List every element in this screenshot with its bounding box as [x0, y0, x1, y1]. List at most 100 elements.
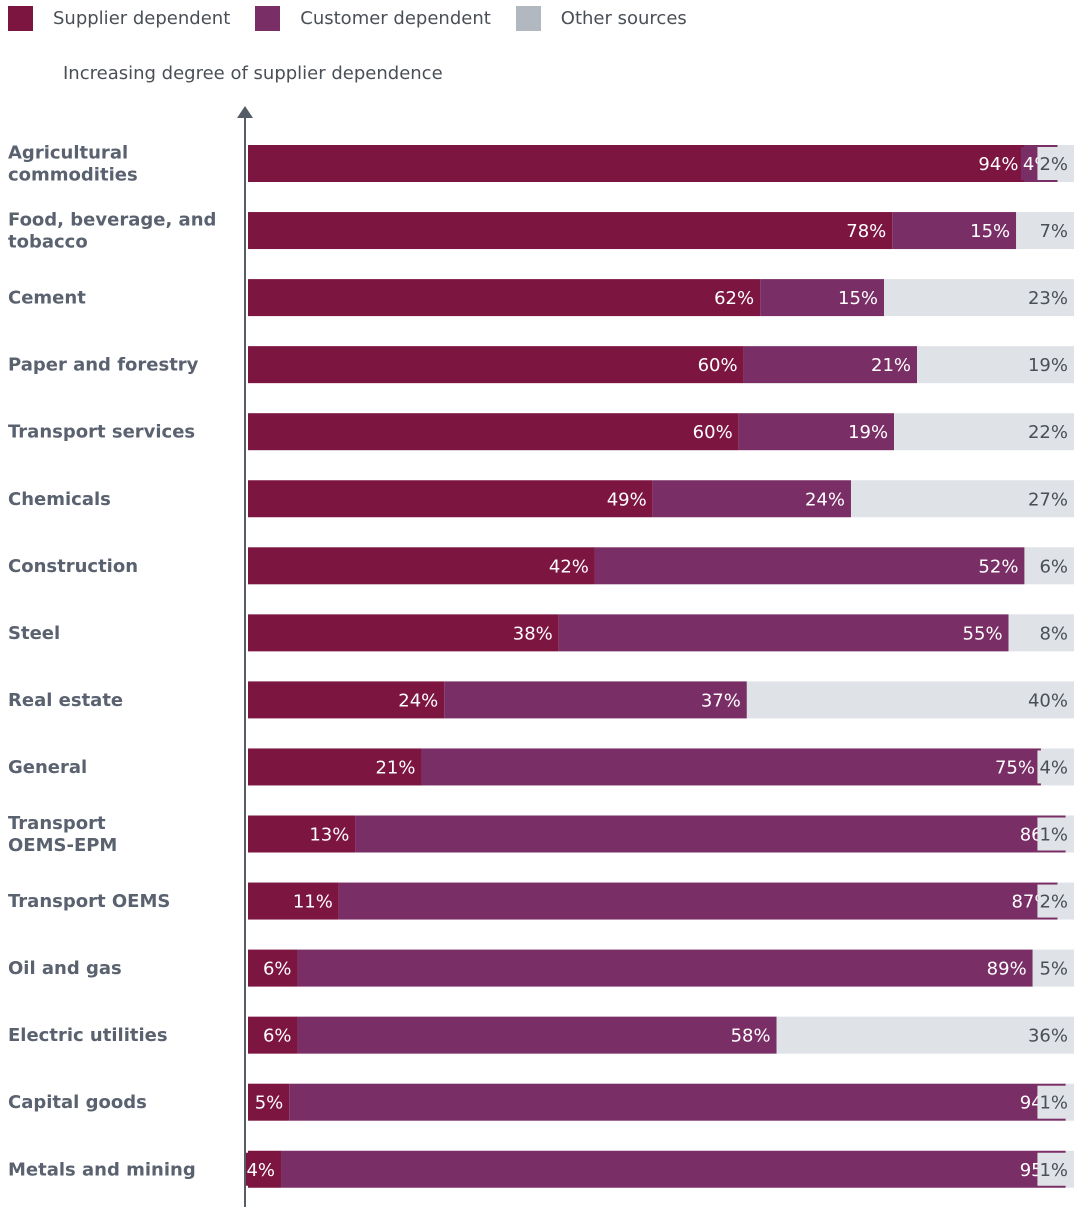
- bar-segment-customer: [289, 1083, 1066, 1121]
- bar-segment-customer: [594, 547, 1025, 585]
- legend-label-customer: Customer dependent: [300, 8, 491, 29]
- value-label-customer: 24%: [805, 489, 845, 510]
- value-chip-supplier: [244, 1152, 278, 1186]
- value-chip-other: [1037, 884, 1070, 918]
- legend-swatch-other: [515, 6, 541, 31]
- value-label-customer: 52%: [978, 556, 1018, 577]
- value-label-customer: 21%: [871, 355, 911, 376]
- value-label-supplier: 24%: [398, 690, 438, 711]
- bar-row-electric-utilities: Electric utilities 6% 58% 36%: [8, 1016, 1074, 1054]
- category-label: Transport OEMS: [8, 891, 170, 912]
- category-label: Food, beverage, and tobacco: [8, 210, 216, 253]
- value-label-supplier: 62%: [714, 288, 754, 309]
- bar-row-real-estate: Real estate 24% 37% 40%: [8, 681, 1074, 719]
- bar-segment-supplier: [248, 413, 739, 451]
- value-label-other: 1%: [1039, 1093, 1068, 1114]
- bar-segment-customer: [421, 748, 1041, 786]
- value-label-other: 23%: [1028, 288, 1068, 309]
- category-label: Transport OEMS-EPM: [8, 813, 117, 856]
- category-label: Electric utilities: [8, 1025, 168, 1046]
- value-label-other: 19%: [1028, 355, 1068, 376]
- bar-row-paper-and-forestry: Paper and forestry 60% 21% 19%: [8, 346, 1074, 384]
- bar-segment-customer: [355, 815, 1066, 853]
- value-label-supplier: 78%: [846, 221, 886, 242]
- value-label-supplier: 49%: [607, 489, 647, 510]
- value-label-customer: 15%: [970, 221, 1010, 242]
- bar-segment-supplier: [248, 614, 559, 652]
- value-chip-other: [1037, 750, 1070, 784]
- bar-segment-supplier: [248, 212, 893, 250]
- category-label: Construction: [8, 556, 138, 577]
- legend-item-supplier: Supplier dependent: [8, 6, 230, 31]
- bar-segment-other: [884, 279, 1074, 317]
- value-label-customer: 58%: [731, 1026, 771, 1047]
- bar-segment-supplier: [248, 882, 339, 920]
- bar-segment-supplier: [248, 145, 1025, 182]
- value-label-other: 4%: [1039, 757, 1068, 778]
- value-label-customer: 37%: [701, 690, 741, 711]
- bar-segment-supplier: [248, 279, 761, 317]
- bar-segment-supplier: [248, 1016, 298, 1054]
- value-label-customer: 19%: [848, 422, 888, 443]
- value-label-other: 8%: [1039, 623, 1068, 644]
- value-chip-other: [1037, 147, 1070, 180]
- legend-item-customer: Customer dependent: [255, 6, 491, 31]
- bar-segment-other: [1032, 949, 1074, 987]
- value-label-other: 7%: [1039, 221, 1068, 242]
- bar-segment-customer: [760, 279, 885, 317]
- bar-segment-supplier: [248, 681, 445, 719]
- value-label-other: 2%: [1039, 892, 1068, 913]
- legend: Supplier dependent Customer dependent Ot…: [8, 6, 712, 31]
- bar-segment-customer: [297, 1016, 777, 1054]
- value-label-other: 5%: [1039, 959, 1068, 980]
- category-label: Metals and mining: [8, 1159, 196, 1180]
- category-label: Agricultural commodities: [8, 143, 138, 186]
- value-label-other: 27%: [1028, 489, 1068, 510]
- value-label-supplier: 13%: [309, 825, 349, 846]
- value-label-supplier: 60%: [693, 422, 733, 443]
- value-label-customer: 89%: [987, 959, 1027, 980]
- value-chip-other: [1037, 1152, 1070, 1186]
- value-label-supplier: 11%: [293, 892, 333, 913]
- bar-segment-customer: [738, 413, 895, 451]
- bar-segment-customer: [743, 346, 918, 384]
- value-label-other: 36%: [1028, 1026, 1068, 1047]
- bar-segment-supplier: [248, 949, 298, 987]
- bar-segment-other: [746, 681, 1074, 719]
- bar-segment-customer: [892, 212, 1017, 250]
- bar-segment-customer: [444, 681, 747, 719]
- bar-segment-other: [894, 413, 1074, 451]
- bar-row-construction: Construction 42% 52% 6%: [8, 547, 1074, 585]
- y-axis-arrow-icon: [237, 106, 253, 118]
- legend-item-other: Other sources: [515, 6, 687, 31]
- legend-swatch-customer: [255, 6, 281, 31]
- value-label-supplier: 5%: [255, 1093, 284, 1114]
- category-label: Real estate: [8, 690, 123, 711]
- bar-segment-supplier: [248, 480, 653, 518]
- bar-segment-other: [1024, 547, 1074, 585]
- bar-row-food-beverage-and-tobacco: Food, beverage, and tobacco 78% 15% 7%: [8, 210, 1074, 253]
- bar-segment-supplier: [248, 1083, 290, 1121]
- bar-segment-supplier: [248, 346, 744, 384]
- bar-segment-other: [850, 480, 1074, 518]
- value-label-customer: 15%: [838, 288, 878, 309]
- value-label-other: 40%: [1028, 690, 1068, 711]
- bar-row-cement: Cement 62% 15% 23%: [8, 279, 1074, 317]
- value-label-other: 1%: [1039, 825, 1068, 846]
- bar-segment-supplier: [248, 815, 356, 853]
- value-label-customer: 75%: [995, 757, 1035, 778]
- category-label: Steel: [8, 623, 60, 644]
- bar-row-agricultural-commodities: Agricultural commodities 94% 4%2%: [8, 143, 1074, 186]
- legend-swatch-supplier: [8, 6, 33, 31]
- bar-segment-other: [776, 1016, 1074, 1054]
- axis-caption: Increasing degree of supplier dependence: [63, 63, 443, 84]
- bar-segment-customer: [297, 949, 1033, 987]
- category-label: Transport services: [8, 422, 195, 443]
- value-label-supplier: 60%: [698, 355, 738, 376]
- category-label: Capital goods: [8, 1092, 147, 1113]
- value-label-other: 22%: [1028, 422, 1068, 443]
- bar-row-general: General 21% 75% 4%: [8, 748, 1074, 786]
